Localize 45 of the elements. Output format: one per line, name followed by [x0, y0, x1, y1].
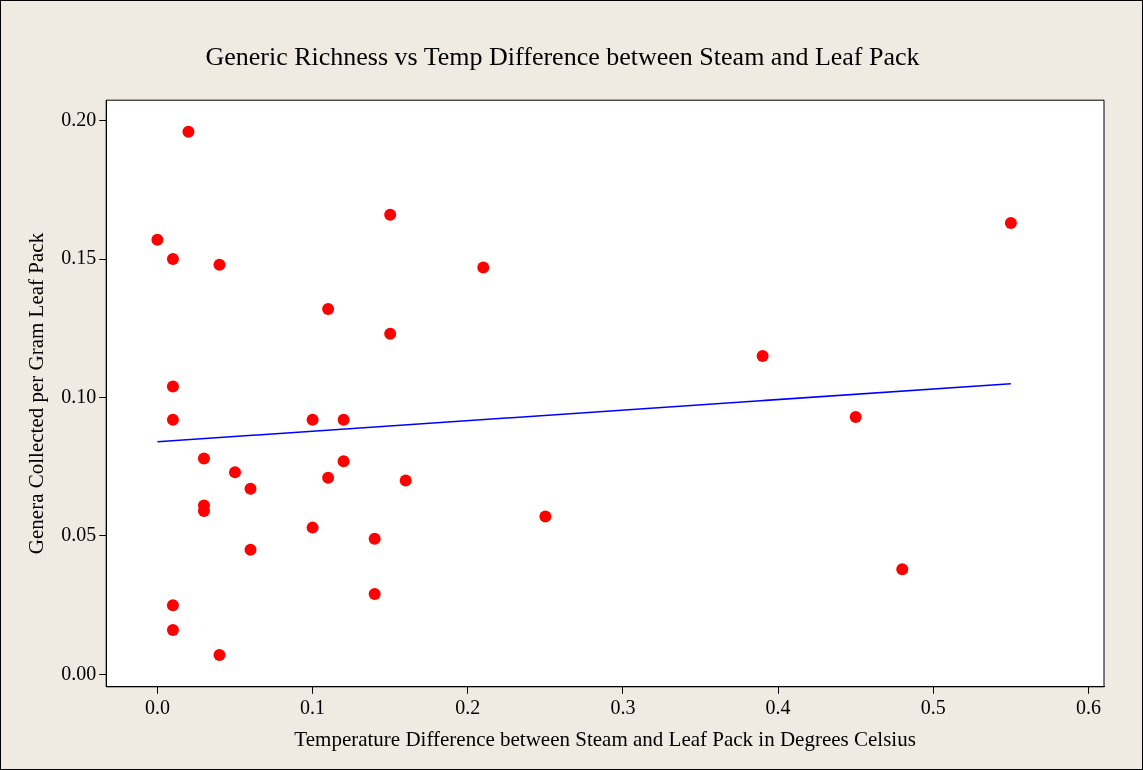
y-tick-label: 0.15	[61, 246, 97, 269]
y-tick-label: 0.00	[61, 661, 97, 684]
point	[337, 413, 350, 426]
point	[368, 532, 381, 545]
x-tick-label: 0.4	[765, 696, 791, 719]
x-axis-title: Temperature Difference between Steam and Leaf Pack in Degrees Celsius	[294, 726, 916, 751]
point	[306, 413, 319, 426]
point	[151, 233, 164, 246]
point	[213, 648, 226, 661]
point	[756, 349, 769, 362]
x-tick-label: 0.0	[144, 696, 170, 719]
point	[197, 452, 210, 465]
point	[477, 261, 490, 274]
point	[166, 380, 179, 393]
point	[182, 125, 195, 138]
point	[322, 471, 335, 484]
point	[166, 624, 179, 637]
y-tick-label: 0.20	[61, 107, 97, 130]
point	[384, 327, 397, 340]
y-tick-label: 0.10	[61, 384, 97, 407]
point	[244, 543, 257, 556]
x-tick-label: 0.1	[300, 696, 326, 719]
point	[213, 258, 226, 271]
point	[368, 588, 381, 601]
y-tick-label: 0.05	[61, 523, 97, 546]
point	[166, 599, 179, 612]
point	[1004, 217, 1017, 230]
point	[849, 410, 862, 423]
point	[322, 302, 335, 315]
point	[306, 521, 319, 534]
point	[384, 208, 397, 221]
x-tick-label: 0.5	[920, 696, 946, 719]
point	[244, 482, 257, 495]
y-axis-title: Genera Collected per Gram Leaf Pack	[24, 232, 49, 555]
point	[166, 253, 179, 266]
point	[337, 455, 350, 468]
x-tick-label: 0.2	[455, 696, 481, 719]
x-tick-label: 0.3	[610, 696, 636, 719]
point	[399, 474, 412, 487]
point	[896, 563, 909, 576]
point	[166, 413, 179, 426]
chart-title: Generic Richness vs Temp Difference between Steam and Leaf Pack	[205, 42, 920, 72]
x-tick-label: 0.6	[1075, 696, 1101, 719]
point	[539, 510, 552, 523]
point	[229, 466, 241, 479]
